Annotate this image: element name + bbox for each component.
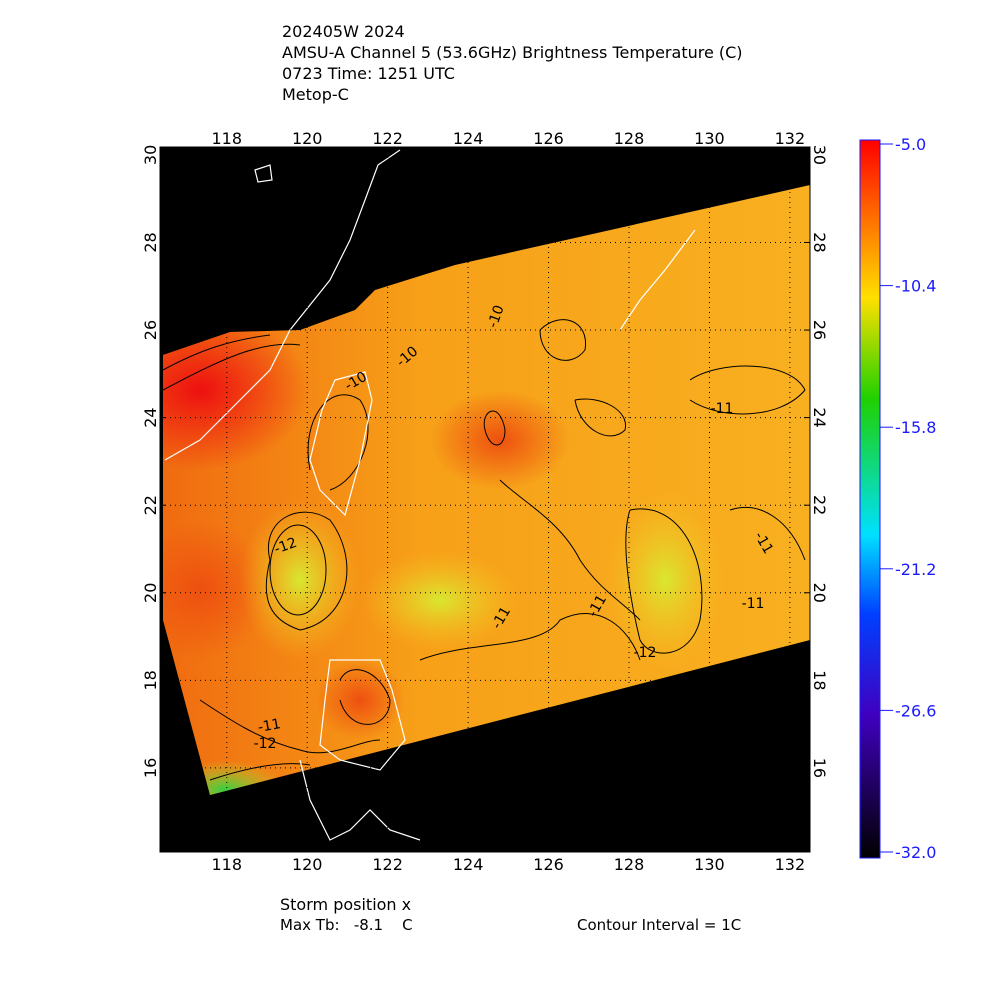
lat-tick-label: 24 <box>810 407 829 427</box>
contour-label: -10 <box>485 303 508 330</box>
contour-label: -11 <box>257 716 282 736</box>
contour-label: -12 <box>254 736 277 752</box>
colorbar: -5.0 -10.4 -15.8 -21.2 -26.6 -32.0 <box>859 135 936 862</box>
header-line: AMSU-A Channel 5 (53.6GHz) Brightness Te… <box>282 43 743 62</box>
lat-tick-label: 16 <box>141 758 160 778</box>
lat-tick-label: 24 <box>141 407 160 427</box>
header-line: 0723 Time: 1251 UTC <box>282 64 455 83</box>
lon-tick-label: 120 <box>292 129 323 148</box>
lat-tick-label: 20 <box>810 583 829 603</box>
header: 202405W 2024 AMSU-A Channel 5 (53.6GHz) B… <box>282 22 743 104</box>
lon-tick-label: 126 <box>533 129 564 148</box>
lat-tick-label: 30 <box>810 145 829 165</box>
lat-tick-label: 16 <box>810 758 829 778</box>
lat-tick-label: 18 <box>810 670 829 690</box>
lat-tick-label: 26 <box>141 320 160 340</box>
colorbar-tick-label: -26.6 <box>895 701 936 720</box>
lat-tick-label: 28 <box>810 232 829 252</box>
contour-label: -11 <box>711 401 734 417</box>
lat-tick-label: 28 <box>141 232 160 252</box>
lon-tick-label: 128 <box>614 129 645 148</box>
lat-tick-label: 26 <box>810 320 829 340</box>
lon-tick-label: 130 <box>694 129 725 148</box>
lon-tick-label: 132 <box>775 855 806 874</box>
map-frame <box>159 146 811 853</box>
lon-tick-label: 126 <box>533 855 564 874</box>
colorbar-tick-label: -5.0 <box>895 135 926 154</box>
header-line: 202405W 2024 <box>282 22 405 41</box>
colorbar-scale <box>859 139 881 859</box>
lon-tick-label: 130 <box>694 855 725 874</box>
max-tb: Max Tb: -8.1 C <box>280 916 413 934</box>
contour-label: -11 <box>742 596 765 612</box>
lon-tick-label: 120 <box>292 855 323 874</box>
lon-tick-label: 124 <box>453 129 484 148</box>
colorbar-tick-label: -21.2 <box>895 560 936 579</box>
lat-tick-label: 30 <box>141 145 160 165</box>
lat-tick-label: 22 <box>810 495 829 515</box>
lon-tick-label: 128 <box>614 855 645 874</box>
lon-tick-label: 124 <box>453 855 484 874</box>
lat-tick-label: 20 <box>141 583 160 603</box>
coastline <box>164 149 696 841</box>
lon-tick-label: 122 <box>372 855 403 874</box>
contour-interval: Contour Interval = 1C <box>577 916 741 934</box>
storm-position: Storm position x <box>280 895 411 914</box>
colorbar-tick-label: -15.8 <box>895 418 936 437</box>
lon-tick-label: 122 <box>372 129 403 148</box>
lon-tick-label: 132 <box>775 129 806 148</box>
contour-label: -12 <box>272 535 299 558</box>
graticule: 118 118 120 120 122 122 124 124 126 126 128 128 130 1… <box>141 129 829 874</box>
lon-tick-label: 118 <box>211 855 242 874</box>
header-line: Metop-C <box>282 85 349 104</box>
colorbar-tick-label: -10.4 <box>895 277 936 296</box>
contour-label: -12 <box>634 645 657 661</box>
lon-tick-label: 118 <box>211 129 242 148</box>
colorbar-tick-label: -32.0 <box>895 843 936 862</box>
lat-tick-label: 22 <box>141 495 160 515</box>
lat-tick-label: 18 <box>141 670 160 690</box>
